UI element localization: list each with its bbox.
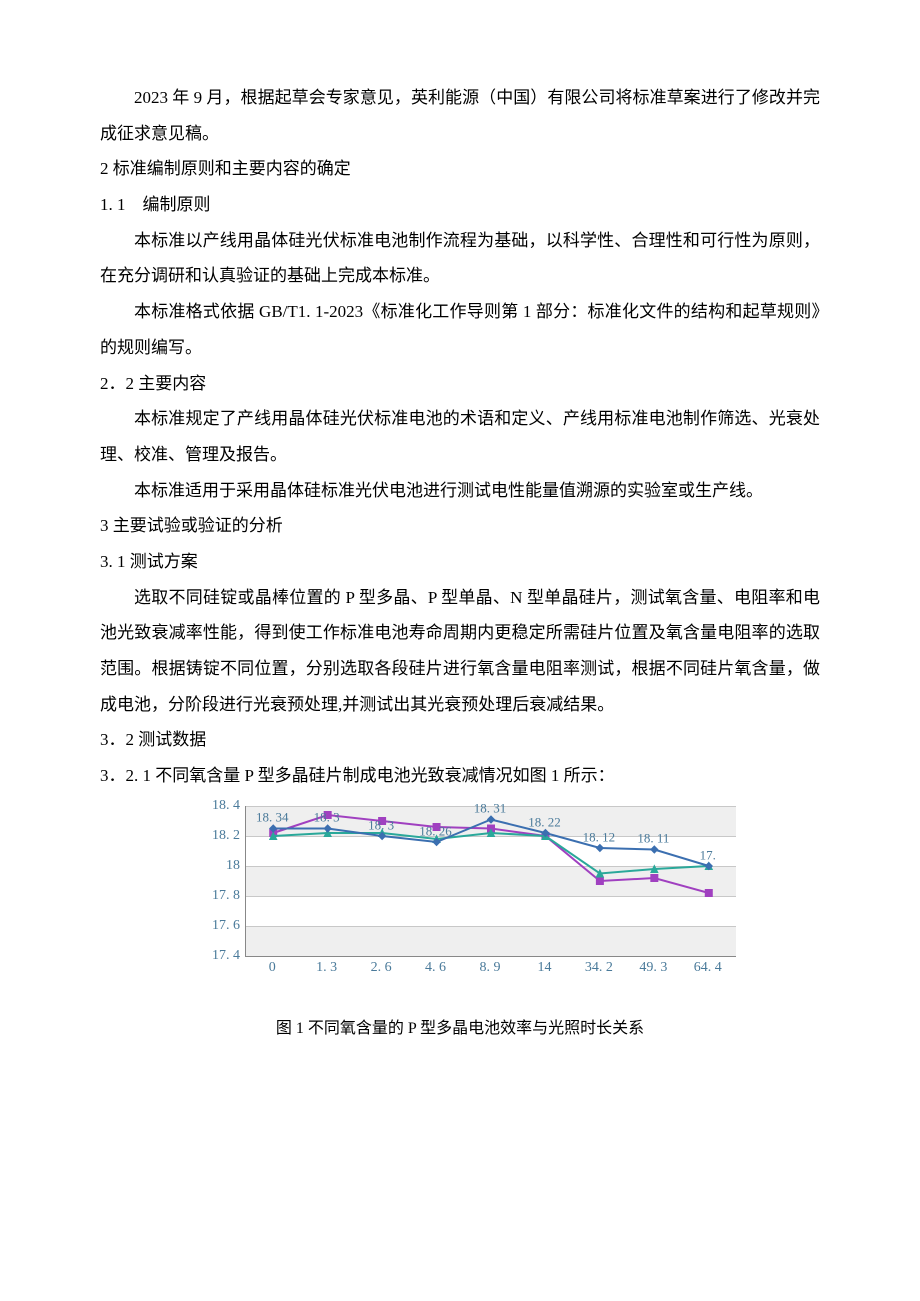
x-tick-label: 0 [269,961,276,975]
y-tick-label: 18. 2 [185,829,240,843]
x-tick-label: 64. 4 [694,961,722,975]
data-label: 18. 31 [474,802,507,815]
chart-efficiency-vs-time: 17. 417. 617. 81818. 218. 401. 32. 64. 6… [185,806,735,996]
figure-1: 17. 417. 617. 81818. 218. 401. 32. 64. 6… [100,806,820,1046]
marker-s_blue [596,844,603,851]
figure-1-caption: 图 1 不同氧含量的 P 型多晶电池效率与光照时长关系 [100,1012,820,1046]
y-tick-label: 17. 8 [185,889,240,903]
x-tick-label: 8. 9 [480,961,501,975]
paragraph-content-1: 本标准规定了产线用晶体硅光伏标准电池的术语和定义、产线用标准电池制作筛选、光衰处… [100,401,820,472]
heading-3: 3 主要试验或验证的分析 [100,508,820,544]
paragraph-principle-2: 本标准格式依据 GB/T1. 1-2023《标准化工作导则第 1 部分：标准化文… [100,294,820,365]
marker-s_blue [324,825,331,832]
chart-svg [246,806,736,956]
data-label: 18. 3 [368,818,394,831]
x-tick-label: 49. 3 [639,961,667,975]
data-label: 17. [700,848,716,861]
paragraph-content-2: 本标准适用于采用晶体硅标准光伏电池进行测试电性能量值溯源的实验室或生产线。 [100,473,820,509]
y-tick-label: 18. 4 [185,799,240,813]
marker-s_blue [651,846,658,853]
marker-s_purple [651,874,658,881]
data-label: 18. 34 [256,811,289,824]
x-tick-label: 1. 3 [316,961,337,975]
x-tick-label: 4. 6 [425,961,446,975]
x-tick-label: 34. 2 [585,961,613,975]
heading-3-2-1: 3．2. 1 不同氧含量 P 型多晶硅片制成电池光致衰减情况如图 1 所示： [100,758,820,794]
heading-3-1: 3. 1 测试方案 [100,544,820,580]
marker-s_blue [488,816,495,823]
data-label: 18. 3 [314,811,340,824]
paragraph-principle-1: 本标准以产线用晶体硅光伏标准电池制作流程为基础，以科学性、合理性和可行性为原则，… [100,223,820,294]
x-tick-label: 2. 6 [371,961,392,975]
paragraph-intro: 2023 年 9 月，根据起草会专家意见，英利能源（中国）有限公司将标准草案进行… [100,80,820,151]
marker-s_purple [705,889,712,896]
data-label: 18. 12 [583,830,616,843]
heading-1-1: 1. 1 编制原则 [100,187,820,223]
y-tick-label: 18 [185,859,240,873]
data-label: 18. 22 [528,815,561,828]
y-tick-label: 17. 4 [185,949,240,963]
data-label: 18. 11 [637,832,669,845]
paragraph-test-plan: 选取不同硅锭或晶棒位置的 P 型多晶、P 型单晶、N 型单晶硅片，测试氧含量、电… [100,580,820,723]
heading-3-2: 3．2 测试数据 [100,722,820,758]
heading-2-2: 2．2 主要内容 [100,366,820,402]
x-tick-label: 14 [537,961,551,975]
y-tick-label: 17. 6 [185,919,240,933]
data-label: 18. 26 [419,824,452,837]
heading-2: 2 标准编制原则和主要内容的确定 [100,151,820,187]
marker-s_purple [596,877,603,884]
plot-area [245,806,736,957]
